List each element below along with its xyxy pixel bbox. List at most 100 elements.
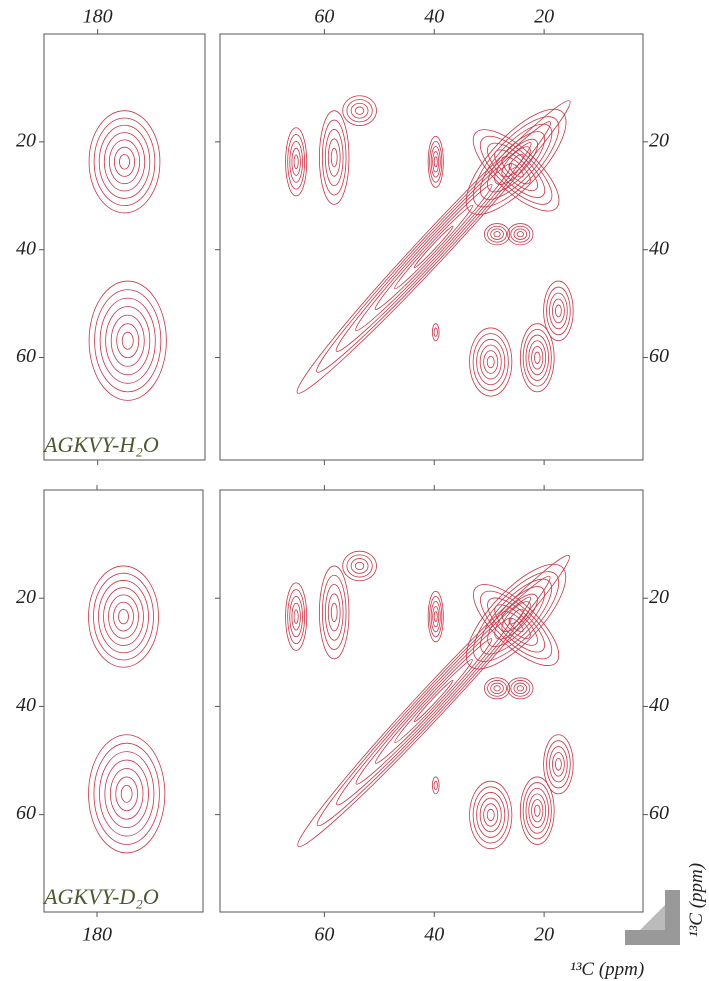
contour xyxy=(330,147,338,168)
contour xyxy=(555,304,562,318)
contour xyxy=(487,142,546,198)
contour xyxy=(433,780,438,791)
corner-mark-inner xyxy=(640,905,665,930)
contour xyxy=(354,106,365,115)
frame xyxy=(43,33,206,461)
x-axis-label: ¹³C (ppm) xyxy=(570,959,644,980)
contour xyxy=(483,677,511,700)
contour xyxy=(336,596,532,806)
contour xyxy=(522,328,552,387)
contours xyxy=(285,95,574,397)
panel: 180 20 40 60 AGKVY-H₂O xyxy=(16,6,206,465)
panel: 60 40 20 20 40 60 xyxy=(215,6,669,465)
x-tick-label: 20 xyxy=(534,6,554,28)
contour xyxy=(480,590,553,660)
contour xyxy=(487,680,507,697)
contour xyxy=(296,100,571,394)
contour xyxy=(121,331,134,350)
contour xyxy=(346,99,373,123)
x-tick-label: 60 xyxy=(314,6,334,28)
contour xyxy=(88,734,166,854)
x-tick-label: 40 xyxy=(424,6,444,28)
contour xyxy=(508,617,524,633)
contour xyxy=(93,572,154,661)
contour xyxy=(476,792,506,838)
contour xyxy=(350,558,369,574)
y-tick-label: 40 xyxy=(649,694,669,716)
contour xyxy=(472,786,509,844)
contour xyxy=(104,759,149,829)
x-tick-label: 20 xyxy=(534,924,554,946)
contour xyxy=(516,685,524,692)
contour xyxy=(546,286,571,336)
contour xyxy=(105,306,151,376)
y-tick-label: 60 xyxy=(16,345,36,367)
contour xyxy=(507,677,534,700)
contour xyxy=(346,554,373,578)
contour xyxy=(88,280,167,401)
contour xyxy=(528,340,547,376)
contour xyxy=(321,574,347,650)
contour xyxy=(342,550,377,582)
contour xyxy=(549,292,568,330)
panel: 60 40 20 20 40 60 xyxy=(215,485,669,946)
contour xyxy=(543,280,574,342)
contour xyxy=(534,804,541,817)
contour xyxy=(99,751,155,837)
contour xyxy=(466,563,567,670)
contour xyxy=(429,140,443,183)
contour xyxy=(374,183,493,311)
contour xyxy=(319,565,350,660)
contour xyxy=(465,108,567,215)
contour xyxy=(431,776,440,795)
contour xyxy=(342,95,377,126)
contour xyxy=(285,582,308,651)
contour xyxy=(113,601,134,632)
y-tick-label: 60 xyxy=(16,802,36,824)
contour xyxy=(293,609,299,624)
contour xyxy=(501,611,531,639)
contour xyxy=(93,742,160,845)
contour xyxy=(552,752,565,777)
contour xyxy=(487,597,545,653)
contour xyxy=(433,611,438,623)
contour xyxy=(335,142,532,352)
contour xyxy=(433,156,438,168)
y-tick-label: 20 xyxy=(649,586,669,608)
contours xyxy=(88,110,167,401)
contour xyxy=(99,297,156,384)
contour xyxy=(319,110,350,205)
contour xyxy=(472,129,560,212)
contour xyxy=(528,793,547,828)
y-tick-label: 40 xyxy=(16,694,36,716)
contour xyxy=(472,333,509,391)
contour xyxy=(291,602,301,631)
contour xyxy=(374,638,493,764)
y-tick-label: 60 xyxy=(649,345,669,367)
contour xyxy=(93,117,156,207)
contour xyxy=(501,156,531,185)
contour xyxy=(507,223,534,246)
contour xyxy=(483,350,499,374)
contour xyxy=(354,561,365,571)
y-tick-label: 20 xyxy=(16,586,36,608)
contour xyxy=(494,604,538,646)
contour xyxy=(88,110,161,214)
contour xyxy=(324,129,344,187)
contour xyxy=(432,606,440,628)
contour xyxy=(413,225,454,269)
contour xyxy=(116,323,140,359)
contour xyxy=(531,346,544,370)
contour xyxy=(479,344,502,380)
x-tick-label: 180 xyxy=(82,924,112,946)
contour xyxy=(297,554,570,848)
contour xyxy=(98,580,149,654)
contour xyxy=(98,124,151,199)
frame xyxy=(219,489,644,913)
contours xyxy=(285,550,574,850)
contour xyxy=(493,231,501,238)
x-tick-label: 40 xyxy=(424,924,444,946)
contour xyxy=(120,785,133,803)
y-tick-label: 20 xyxy=(16,129,36,151)
contour xyxy=(109,768,144,820)
